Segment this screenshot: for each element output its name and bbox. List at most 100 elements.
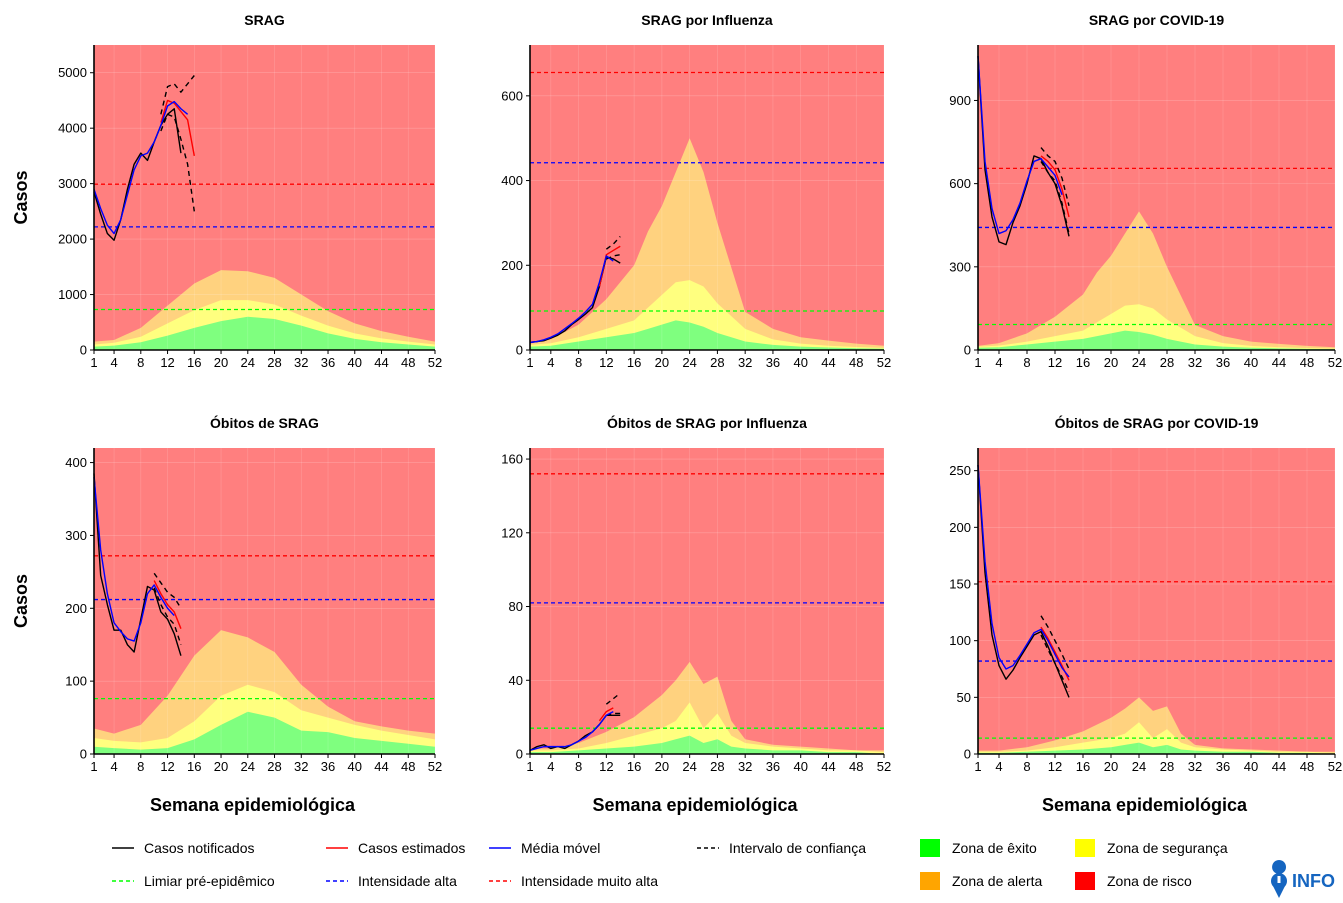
- y-tick-label: 200: [65, 601, 87, 616]
- zone-alert-area: [978, 211, 1335, 350]
- x-tick-label: 12: [160, 355, 174, 370]
- series-moving-average-line-3: [529, 710, 614, 751]
- x-tick-label: 8: [575, 759, 582, 774]
- zone-risk-background: [978, 448, 1335, 754]
- x-tick-label: 28: [710, 759, 724, 774]
- zone-success-area: [978, 330, 1335, 350]
- legend-label: Casos notificados: [144, 840, 255, 856]
- y-tick-label: 120: [501, 525, 523, 540]
- x-tick-label: 44: [374, 759, 388, 774]
- legend-item: Zona de segurança: [1075, 839, 1228, 857]
- x-tick-label: 16: [1076, 759, 1090, 774]
- x-tick-label: 28: [1160, 759, 1174, 774]
- y-tick-label: 200: [501, 258, 523, 273]
- zone-alert-area: [530, 138, 884, 350]
- series-estimated-line-2: [598, 707, 614, 722]
- x-tick-label: 24: [682, 759, 696, 774]
- x-tick-label: 4: [995, 355, 1002, 370]
- legend: Casos notificados Casos estimados Média mó…: [112, 839, 1228, 890]
- x-tick-label: 40: [1244, 759, 1258, 774]
- legend-box-swatch: [920, 872, 940, 890]
- y-tick-label: 0: [80, 747, 87, 762]
- series-observed-line-1: [977, 464, 1070, 698]
- x-tick-label: 40: [348, 759, 362, 774]
- legend-item: Casos notificados: [112, 840, 255, 856]
- zone-safety-area: [530, 280, 884, 350]
- x-tick-label: 36: [1216, 759, 1230, 774]
- x-tick-label: 1: [974, 355, 981, 370]
- y-tick-label: 0: [516, 343, 523, 358]
- x-tick-label: 40: [793, 759, 807, 774]
- legend-label: Casos estimados: [358, 840, 465, 856]
- series-confidence-interval-line-4: [605, 692, 621, 705]
- y-tick-label: 100: [949, 633, 971, 648]
- series-moving-average-line-3: [93, 477, 175, 642]
- x-tick-label: 48: [401, 355, 415, 370]
- legend-label: Intensidade muito alta: [521, 873, 658, 889]
- x-tick-label: 44: [1272, 759, 1286, 774]
- series-estimated-line-2: [1040, 155, 1070, 218]
- y-tick-label: 50: [957, 690, 971, 705]
- legend-item: Intensidade muito alta: [489, 873, 658, 889]
- x-tick-label: 28: [267, 355, 281, 370]
- legend-item: Casos estimados: [326, 840, 465, 856]
- x-tick-label: 4: [110, 355, 117, 370]
- y-tick-label: 80: [509, 599, 523, 614]
- x-tick-label: 48: [401, 759, 415, 774]
- x-tick-label: 32: [1188, 355, 1202, 370]
- y-tick-label: 1000: [58, 287, 87, 302]
- series-observed-line-1: [93, 108, 182, 241]
- x-tick-label: 52: [428, 355, 442, 370]
- y-axis-label: Casos: [11, 170, 31, 224]
- y-tick-label: 0: [80, 343, 87, 358]
- x-tick-label: 44: [374, 355, 388, 370]
- series-confidence-interval-line-5: [153, 587, 182, 645]
- legend-item: Intervalo de confiança: [697, 840, 866, 856]
- chart-title: Óbitos de SRAG: [210, 414, 319, 431]
- series-moving-average-line-3: [977, 56, 1063, 235]
- y-tick-label: 400: [65, 455, 87, 470]
- x-tick-label: 44: [821, 355, 835, 370]
- y-tick-label: 400: [501, 173, 523, 188]
- infogripe-logo: INFO: [1271, 860, 1335, 898]
- series-moving-average-line-3: [93, 100, 189, 235]
- x-tick-label: 36: [1216, 355, 1230, 370]
- x-tick-label: 12: [599, 759, 613, 774]
- x-tick-label: 20: [655, 759, 669, 774]
- x-tick-label: 32: [294, 759, 308, 774]
- y-tick-label: 200: [949, 520, 971, 535]
- x-tick-label: 48: [849, 355, 863, 370]
- series-confidence-interval-line-4: [160, 75, 195, 115]
- y-tick-label: 0: [964, 343, 971, 358]
- y-tick-label: 300: [949, 259, 971, 274]
- x-tick-label: 32: [738, 355, 752, 370]
- x-tick-label: 8: [137, 355, 144, 370]
- x-tick-label: 16: [187, 355, 201, 370]
- x-tick-label: 8: [575, 355, 582, 370]
- legend-label: Intervalo de confiança: [729, 840, 866, 856]
- x-tick-label: 44: [821, 759, 835, 774]
- series-estimated-line-2: [160, 99, 195, 157]
- y-tick-label: 0: [964, 747, 971, 762]
- logo-wordmark: INFO: [1292, 871, 1335, 891]
- x-tick-label: 1: [526, 759, 533, 774]
- zone-alert-area: [530, 661, 884, 754]
- x-tick-label: 32: [738, 759, 752, 774]
- logo-pin-mark: [1277, 876, 1281, 883]
- y-tick-label: 5000: [58, 65, 87, 80]
- x-tick-label: 32: [294, 355, 308, 370]
- zone-alert-area: [978, 697, 1335, 754]
- x-tick-label: 52: [877, 355, 891, 370]
- legend-box-swatch: [1075, 839, 1095, 857]
- x-tick-label: 1: [90, 759, 97, 774]
- x-tick-label: 28: [1160, 355, 1174, 370]
- x-tick-label: 20: [1104, 355, 1118, 370]
- x-tick-label: 4: [547, 355, 554, 370]
- y-tick-label: 2000: [58, 232, 87, 247]
- series-confidence-interval-line-4: [1040, 147, 1070, 206]
- y-tick-label: 600: [501, 88, 523, 103]
